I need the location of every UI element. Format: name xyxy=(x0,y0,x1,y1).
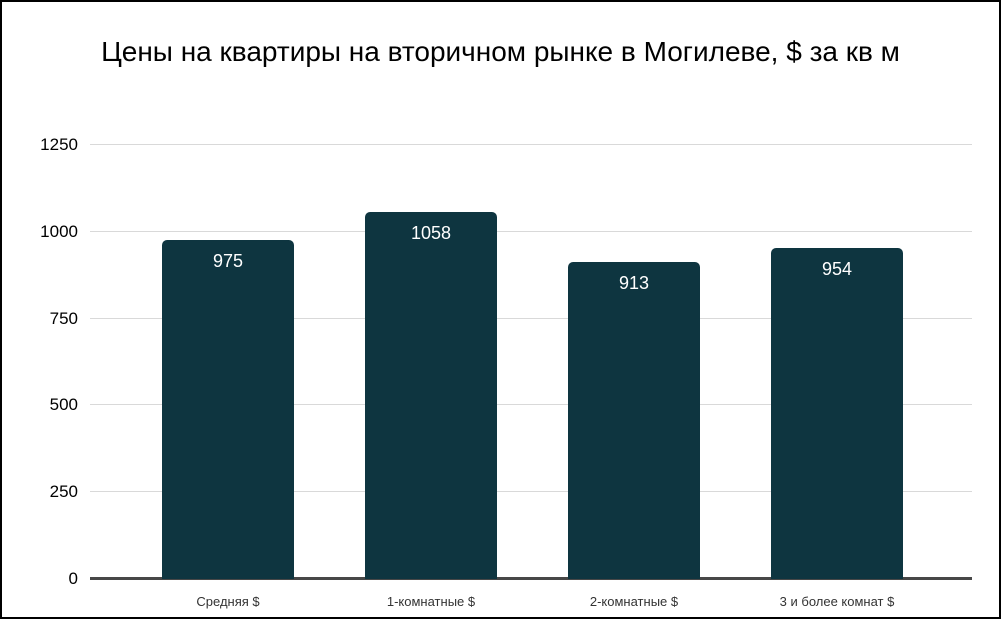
bar: 1058 xyxy=(365,211,497,579)
y-axis-tick-label: 1250 xyxy=(40,135,78,154)
x-axis-category-label: 2-комнатные $ xyxy=(589,594,679,609)
y-gridline xyxy=(90,144,972,145)
bar: 954 xyxy=(771,247,903,579)
y-gridline xyxy=(90,317,972,319)
y-gridline xyxy=(90,491,972,493)
bar-value-label: 913 xyxy=(618,273,650,294)
y-axis-tick-label: 250 xyxy=(49,482,78,502)
y-gridline xyxy=(90,230,972,232)
x-axis-category-label: Средняя $ xyxy=(196,594,260,609)
bar-value-label: 1058 xyxy=(410,222,452,243)
y-gridline xyxy=(90,404,972,406)
y-axis-tick-label: 500 xyxy=(49,395,78,415)
bar-value-label: 954 xyxy=(821,258,853,279)
bar: 975 xyxy=(162,240,294,579)
x-axis-category-label: 1-комнатные $ xyxy=(386,594,476,609)
x-axis-category-label: 3 и более комнат $ xyxy=(779,594,895,609)
plot-area: 975 1058 913 954 xyxy=(90,144,972,580)
y-axis-tick-label: 0 xyxy=(68,569,78,588)
y-axis-tick-label: 750 xyxy=(49,308,78,328)
chart-title: Цены на квартиры на вторичном рынке в Мо… xyxy=(101,36,900,67)
x-axis-line xyxy=(90,577,972,580)
y-axis-tick-label: 1000 xyxy=(40,221,78,241)
bar-value-label: 975 xyxy=(212,251,244,272)
bar: 913 xyxy=(568,262,700,579)
